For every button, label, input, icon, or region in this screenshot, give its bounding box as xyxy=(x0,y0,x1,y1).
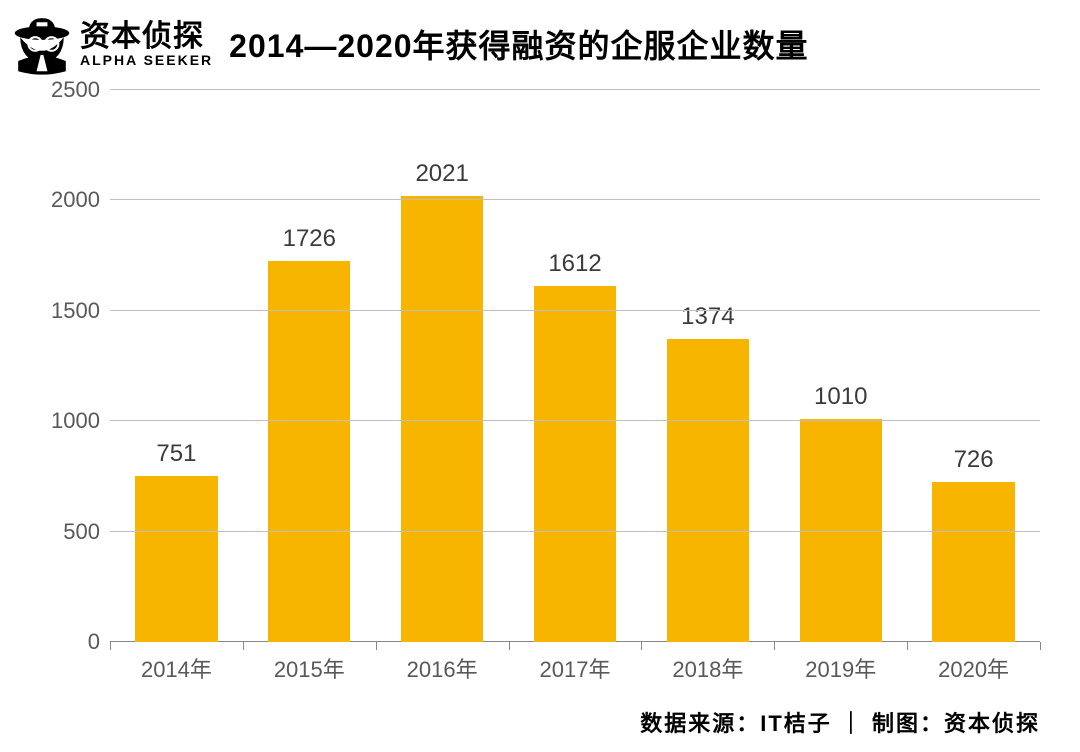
chart-area: 75117262021161213741010726 2014年2015年201… xyxy=(30,90,1050,682)
ytick-label: 1500 xyxy=(30,298,100,324)
xtick xyxy=(1040,642,1041,650)
bar xyxy=(268,261,350,642)
bar xyxy=(932,482,1014,642)
gridline xyxy=(110,89,1040,90)
gridline xyxy=(110,199,1040,200)
brand-name-cn: 资本侦探 xyxy=(80,20,213,53)
bar-value-label: 2021 xyxy=(415,160,468,188)
bar-slot: 1010 xyxy=(774,90,907,642)
bar-value-label: 726 xyxy=(954,446,994,474)
plot-area: 751 1726 2021 1612 1374 1010 726 xyxy=(110,90,1040,642)
x-axis-labels: 2014年2015年2016年2017年2018年2019年2020年 xyxy=(110,642,1040,682)
brand-name-en: ALPHA SEEKER xyxy=(80,53,213,68)
bar xyxy=(135,476,217,642)
bar-slot: 2021 xyxy=(376,90,509,642)
xtick-label: 2016年 xyxy=(376,642,509,682)
xtick-label: 2014年 xyxy=(110,642,243,682)
bar-value-label: 1010 xyxy=(814,383,867,411)
xtick-label: 2017年 xyxy=(509,642,642,682)
xtick-label: 2019年 xyxy=(774,642,907,682)
xtick-label: 2015年 xyxy=(243,642,376,682)
gridline xyxy=(110,531,1040,532)
ytick-label: 2000 xyxy=(30,187,100,213)
bar-slot: 1612 xyxy=(509,90,642,642)
chart-title: 2014—2020年获得融资的企服企业数量 xyxy=(229,21,808,67)
bars-container: 751 1726 2021 1612 1374 1010 726 xyxy=(110,90,1040,642)
gridline xyxy=(110,310,1040,311)
brand-text: 资本侦探 ALPHA SEEKER xyxy=(80,20,213,68)
bar xyxy=(667,339,749,642)
bar-slot: 751 xyxy=(110,90,243,642)
ytick-label: 500 xyxy=(30,519,100,545)
brand-logo: 资本侦探 ALPHA SEEKER xyxy=(8,10,213,78)
bar-slot: 1726 xyxy=(243,90,376,642)
source-line: 数据来源：IT桔子 ｜ 制图：资本侦探 xyxy=(640,706,1040,738)
bar xyxy=(401,196,483,642)
bar-slot: 1374 xyxy=(641,90,774,642)
bar xyxy=(534,286,616,642)
bar-slot: 726 xyxy=(907,90,1040,642)
bar-value-label: 1612 xyxy=(548,250,601,278)
header: 资本侦探 ALPHA SEEKER 2014—2020年获得融资的企服企业数量 xyxy=(0,0,1080,78)
bar-value-label: 1726 xyxy=(283,225,336,253)
ytick-label: 0 xyxy=(30,629,100,655)
gridline xyxy=(110,420,1040,421)
xtick-label: 2018年 xyxy=(641,642,774,682)
xtick-label: 2020年 xyxy=(907,642,1040,682)
detective-icon xyxy=(8,10,76,78)
bar-value-label: 1374 xyxy=(681,303,734,331)
bar-value-label: 751 xyxy=(156,440,196,468)
ytick-label: 1000 xyxy=(30,408,100,434)
ytick-label: 2500 xyxy=(30,77,100,103)
